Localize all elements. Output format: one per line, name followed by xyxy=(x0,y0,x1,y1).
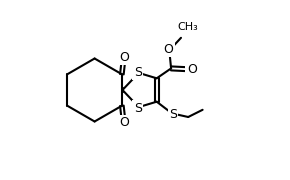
Text: S: S xyxy=(134,66,142,78)
Text: CH₃: CH₃ xyxy=(177,22,198,32)
Text: O: O xyxy=(120,116,130,129)
Text: S: S xyxy=(169,108,177,121)
Text: O: O xyxy=(164,43,173,56)
Text: O: O xyxy=(187,63,197,76)
Text: S: S xyxy=(134,102,142,114)
Text: O: O xyxy=(120,51,130,64)
